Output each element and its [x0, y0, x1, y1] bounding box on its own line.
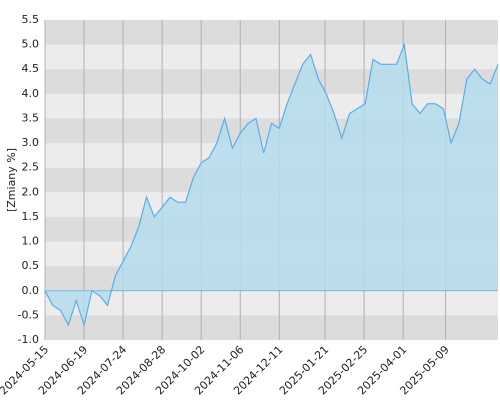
- grid-band: [45, 69, 498, 94]
- y-tick-label: 1.5: [22, 210, 40, 223]
- y-tick-label: 1.0: [22, 235, 40, 248]
- y-axis-label: [Zmiany %]: [5, 148, 18, 212]
- grid-band: [45, 20, 498, 45]
- y-tick-label: 4.0: [22, 87, 40, 100]
- y-tick-label: 2.5: [22, 161, 40, 174]
- y-tick-label: 0.5: [22, 259, 40, 272]
- line: [44, 42, 499, 328]
- y-tick-label: -1.0: [18, 333, 39, 346]
- y-tick-label: 3.0: [22, 136, 40, 149]
- y-tick-label: 2.0: [22, 185, 40, 198]
- grid-band: [45, 290, 498, 316]
- y-tick-label: 5.0: [22, 38, 40, 51]
- grid-band: [45, 44, 498, 70]
- y-tick-label: 3.5: [22, 111, 40, 124]
- y-tick-label: 0.0: [22, 284, 40, 297]
- area: [45, 44, 498, 326]
- y-tick-label: -0.5: [18, 308, 39, 321]
- y-tick-label: 5.5: [22, 13, 40, 26]
- grid-band: [45, 315, 498, 340]
- y-tick-label: 4.5: [22, 62, 40, 75]
